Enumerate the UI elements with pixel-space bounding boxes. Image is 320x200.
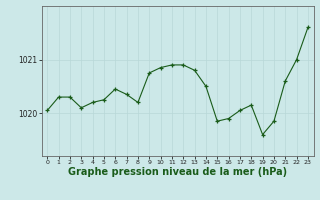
X-axis label: Graphe pression niveau de la mer (hPa): Graphe pression niveau de la mer (hPa) [68,167,287,177]
